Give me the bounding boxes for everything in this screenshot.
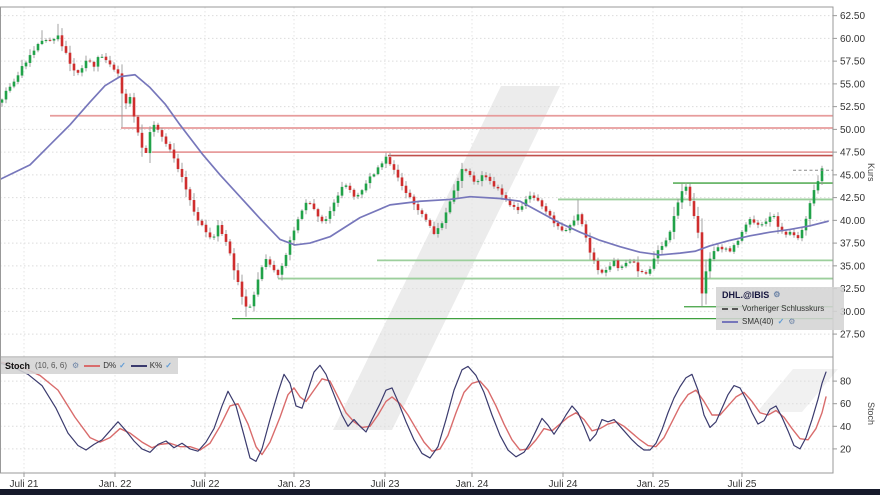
svg-text:Juli 23: Juli 23 [371, 479, 400, 490]
legend-item-sma[interactable]: SMA(40) ✓ ⚙ [722, 317, 838, 326]
svg-text:47.50: 47.50 [840, 148, 865, 159]
legend-item-prev-close[interactable]: Vorheriger Schlusskurs [722, 304, 838, 313]
legend-item-label: SMA(40) [742, 317, 774, 326]
d-line-swatch [84, 364, 101, 367]
svg-text:Jan. 22: Jan. 22 [99, 479, 132, 490]
svg-text:30.00: 30.00 [840, 307, 865, 318]
indicator-name: Stoch [5, 360, 31, 371]
indicator-params: (10, 6, 6) [35, 361, 68, 370]
svg-text:42.50: 42.50 [840, 193, 865, 204]
svg-text:Juli 21: Juli 21 [10, 479, 39, 490]
series-label: K% [149, 361, 163, 370]
svg-text:52.50: 52.50 [840, 102, 865, 113]
svg-text:35.00: 35.00 [840, 261, 865, 272]
svg-text:37.50: 37.50 [840, 239, 865, 250]
k-line-swatch [130, 364, 147, 367]
dashed-line-swatch [722, 307, 738, 310]
legend-title-row: DHL.@IBIS ⚙ [722, 290, 838, 300]
svg-text:55.00: 55.00 [840, 79, 865, 90]
svg-text:Juli 22: Juli 22 [191, 479, 220, 490]
svg-text:Juli 25: Juli 25 [728, 479, 757, 490]
stoch-axis-title: Stoch [866, 402, 876, 426]
checkmark-icon[interactable]: ✓ [165, 361, 172, 370]
legend-item-label: Vorheriger Schlusskurs [742, 304, 825, 313]
price-axis-title: Kurs [866, 163, 876, 182]
svg-text:62.50: 62.50 [840, 11, 865, 22]
svg-text:Juli 24: Juli 24 [549, 479, 578, 490]
stoch-indicator-header: Stoch (10, 6, 6) ⚙ D% ✓ K% ✓ [1, 358, 178, 374]
stoch-series-k[interactable]: K% ✓ [130, 361, 172, 370]
svg-text:60.00: 60.00 [840, 34, 865, 45]
sma-line-swatch [722, 320, 738, 323]
svg-text:40.00: 40.00 [840, 216, 865, 227]
checkmark-icon[interactable]: ✓ [777, 317, 785, 326]
gear-icon[interactable]: ⚙ [72, 360, 80, 370]
svg-text:20: 20 [840, 444, 852, 455]
gear-icon[interactable]: ⚙ [773, 290, 781, 299]
checkmark-icon[interactable]: ✓ [119, 361, 126, 370]
bottom-window-edge [0, 489, 880, 495]
instrument-name: DHL.@IBIS [722, 290, 770, 300]
svg-text:40: 40 [840, 422, 852, 433]
gear-icon[interactable]: ⚙ [788, 316, 796, 326]
svg-text:32.50: 32.50 [840, 284, 865, 295]
svg-text:Jan. 25: Jan. 25 [637, 479, 670, 490]
svg-text:Jan. 23: Jan. 23 [278, 479, 311, 490]
series-label: D% [103, 361, 117, 370]
svg-text:60: 60 [840, 399, 852, 410]
svg-text:45.00: 45.00 [840, 170, 865, 181]
svg-text:57.50: 57.50 [840, 57, 865, 68]
legend-box: DHL.@IBIS ⚙ Vorheriger Schlusskurs SMA(4… [716, 287, 844, 330]
svg-text:27.50: 27.50 [840, 330, 865, 341]
svg-text:Jan. 24: Jan. 24 [456, 479, 489, 490]
svg-text:80: 80 [840, 377, 852, 388]
svg-text:50.00: 50.00 [840, 125, 865, 136]
stoch-series-d[interactable]: D% ✓ [84, 361, 126, 370]
